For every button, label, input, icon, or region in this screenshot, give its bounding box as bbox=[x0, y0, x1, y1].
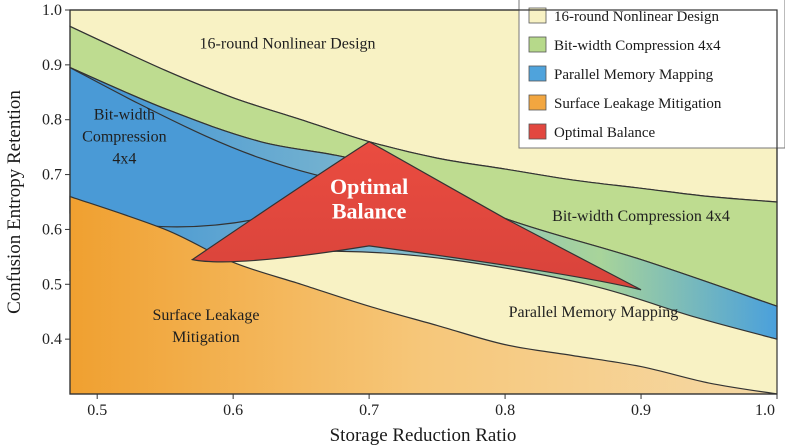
y-tick-label: 0.5 bbox=[42, 276, 62, 293]
region-label: Mitigation bbox=[172, 329, 240, 346]
legend-label: Surface Leakage Mitigation bbox=[554, 96, 722, 112]
region-label: Parallel Memory Mapping bbox=[509, 304, 679, 321]
legend-swatch bbox=[528, 7, 547, 24]
x-tick-label: 1.0 bbox=[755, 402, 775, 419]
y-tick-label: 0.7 bbox=[42, 167, 62, 184]
plot-frame bbox=[69, 9, 778, 395]
y-tick-label: 0.6 bbox=[42, 221, 62, 238]
region-label: 4x4 bbox=[112, 151, 136, 168]
legend-label: Parallel Memory Mapping bbox=[554, 67, 714, 83]
x-tick-label: 0.7 bbox=[359, 402, 379, 419]
y-tick-label: 0.9 bbox=[42, 57, 62, 74]
y-tick-label: 1.0 bbox=[42, 2, 62, 19]
band-surface-leakage-mitigation bbox=[69, 195, 778, 395]
region-label: 16-round Nonlinear Design bbox=[200, 35, 376, 52]
legend-box bbox=[518, 0, 785, 149]
x-tick-label: 0.6 bbox=[223, 402, 243, 419]
region-label: Optimal bbox=[330, 174, 408, 199]
region-labels: 16-round Nonlinear Design Bit-width Compre… bbox=[82, 35, 730, 345]
legend-label: 16-round Nonlinear Design bbox=[554, 9, 719, 25]
x-tick-label: 0.5 bbox=[87, 402, 107, 419]
x-tick-label: 0.9 bbox=[631, 402, 651, 419]
legend-swatch bbox=[528, 123, 547, 140]
legend-swatch bbox=[528, 36, 547, 53]
legend-swatch bbox=[528, 65, 547, 82]
y-axis-ticks: 0.4 0.5 0.6 0.7 0.8 0.9 1.0 bbox=[42, 2, 70, 348]
y-axis-title: Confusion Entropy Retention bbox=[4, 90, 25, 314]
region-label: Compression bbox=[82, 129, 166, 146]
region-label: Bit-width Compression 4x4 bbox=[552, 208, 730, 225]
region-label: Balance bbox=[332, 198, 407, 223]
y-tick-label: 0.8 bbox=[42, 112, 62, 129]
x-axis-title: Storage Reduction Ratio bbox=[330, 425, 517, 446]
legend-swatch bbox=[528, 94, 547, 111]
region-label: Surface Leakage bbox=[152, 307, 259, 324]
x-tick-label: 0.8 bbox=[495, 402, 515, 419]
legend: 16-round Nonlinear Design Bit-width Compr… bbox=[518, 0, 785, 149]
legend-label: Optimal Balance bbox=[554, 125, 656, 141]
x-axis-ticks: 0.5 0.6 0.7 0.8 0.9 1.0 bbox=[87, 394, 778, 419]
region-label: Bit-width bbox=[94, 107, 155, 124]
y-tick-label: 0.4 bbox=[42, 331, 62, 348]
legend-label: Bit-width Compression 4x4 bbox=[554, 38, 721, 54]
band-optimal-balance bbox=[190, 140, 642, 291]
